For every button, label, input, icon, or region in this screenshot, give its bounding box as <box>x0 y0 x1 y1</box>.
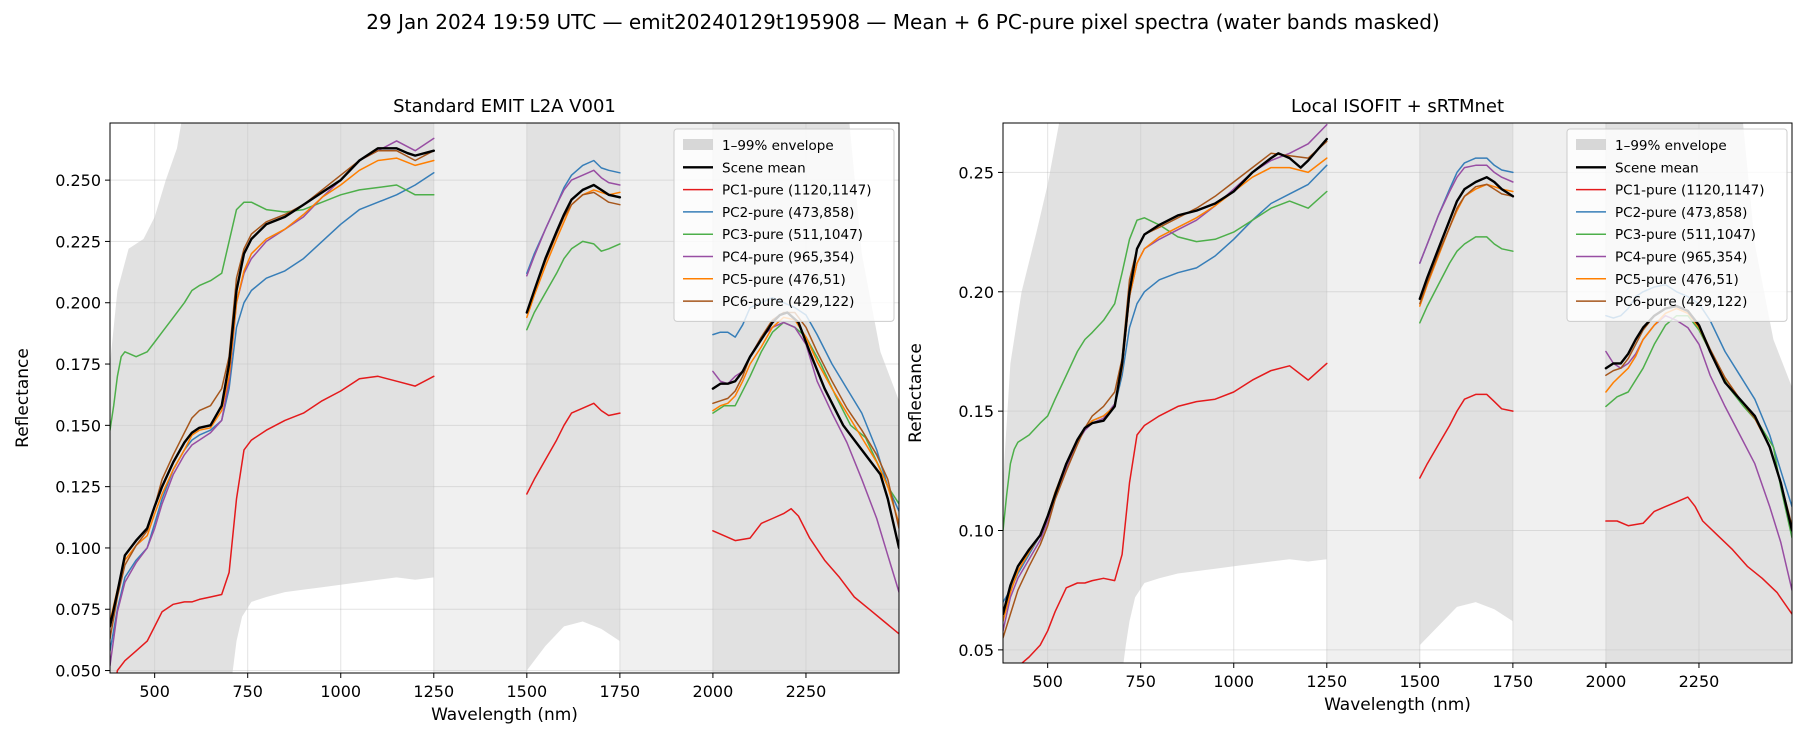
legend-label: PC5-pure (476,51) <box>1615 272 1739 288</box>
legend-label: PC2-pure (473,858) <box>722 205 854 221</box>
x-tick-label: 1750 <box>1493 672 1534 691</box>
legend-label: PC4-pure (965,354) <box>1615 250 1747 266</box>
legend-label: PC4-pure (965,354) <box>722 250 854 266</box>
series-line-segment <box>712 507 899 635</box>
x-tick-label: 1500 <box>1399 672 1440 691</box>
axes-frame <box>1002 122 1793 664</box>
series-line-segment <box>712 321 899 593</box>
legend-box <box>673 128 895 322</box>
axes-frame <box>109 122 900 674</box>
series-line-segment <box>1605 314 1792 539</box>
envelope-area-1 <box>1419 123 1513 646</box>
series-pc1-pure-1120-1147 <box>116 375 899 673</box>
envelope-area-0 <box>110 123 434 673</box>
y-tick-label: 0.125 <box>55 478 101 497</box>
series-line-segment <box>526 240 621 331</box>
legend-label: PC6-pure (429,122) <box>1615 294 1747 310</box>
series-pc3-pure-511-1047 <box>110 184 899 505</box>
legend-label: PC2-pure (473,858) <box>1615 205 1747 221</box>
x-tick-label: 2000 <box>1586 672 1627 691</box>
left-chart-panel: 500 750 1000 1250 1500 1750 2000 2250 0.050 0.075… <box>13 96 900 725</box>
series-line-segment <box>1419 236 1514 324</box>
y-tick-label: 0.050 <box>55 662 101 681</box>
series-line-segment <box>526 402 621 495</box>
series-line-segment <box>1605 314 1792 591</box>
y-tick-label: 0.100 <box>55 539 101 558</box>
envelope-area-0 <box>1003 123 1327 663</box>
series-line-segment <box>1419 183 1514 305</box>
x-tick-label: 500 <box>139 682 170 701</box>
series-line-segment <box>1003 190 1328 532</box>
series-line-segment <box>525 183 622 314</box>
x-tick-label: 750 <box>1125 672 1156 691</box>
legend-swatch-envelope <box>1576 139 1606 150</box>
x-tick-label: 1250 <box>413 682 454 701</box>
y-axis-label: Reflectance <box>13 348 33 448</box>
series-line-segment <box>110 157 435 623</box>
legend-label: Scene mean <box>722 160 806 176</box>
legend: 1–99% envelope Scene mean PC1-pure (1120,1… <box>1566 128 1788 322</box>
series-line-segment <box>1419 393 1514 479</box>
legend-swatch-envelope <box>683 139 713 150</box>
legend-box <box>1566 128 1788 322</box>
series-line-segment <box>1605 496 1792 615</box>
legend-label: 1–99% envelope <box>722 138 834 154</box>
x-tick-label: 500 <box>1032 672 1063 691</box>
legend-label: PC3-pure (511,1047) <box>1615 227 1756 243</box>
envelope-area-1 <box>526 123 620 671</box>
y-tick-label: 0.250 <box>55 171 101 190</box>
chart-title: Local ISOFIT + sRTMnet <box>1291 96 1504 117</box>
y-tick-label: 0.25 <box>958 163 994 182</box>
x-tick-label: 2250 <box>1679 672 1720 691</box>
series-line-segment <box>526 169 621 277</box>
x-tick-label: 1000 <box>320 682 361 701</box>
x-tick-label: 2000 <box>693 682 734 701</box>
masked-band-0 <box>433 123 527 673</box>
y-axis-label: Reflectance <box>906 343 926 443</box>
y-tick-label: 0.15 <box>958 402 994 421</box>
y-tick-label: 0.075 <box>55 600 101 619</box>
x-tick-label: 1750 <box>600 682 641 701</box>
x-axis-label: Wavelength (nm) <box>431 705 578 725</box>
x-axis-label: Wavelength (nm) <box>1324 695 1471 715</box>
legend-label: 1–99% envelope <box>1615 138 1727 154</box>
series-line-segment <box>116 375 435 673</box>
legend: 1–99% envelope Scene mean PC1-pure (1120,1… <box>673 128 895 322</box>
legend-label: PC5-pure (476,51) <box>722 272 846 288</box>
y-tick-label: 0.200 <box>55 294 101 313</box>
legend-label: PC6-pure (429,122) <box>722 294 854 310</box>
masked-band-0 <box>1326 123 1420 663</box>
y-tick-label: 0.10 <box>958 522 994 541</box>
x-tick-label: 750 <box>232 682 263 701</box>
series-line-segment <box>110 147 435 628</box>
y-tick-label: 0.225 <box>55 232 101 251</box>
figure-suptitle: 29 Jan 2024 19:59 UTC — emit20240129t195… <box>366 10 1440 34</box>
x-tick-label: 2250 <box>786 682 827 701</box>
legend-label: PC1-pure (1120,1147) <box>1615 183 1765 199</box>
y-tick-label: 0.150 <box>55 416 101 435</box>
y-tick-label: 0.20 <box>958 283 994 302</box>
series-pc3-pure-511-1047 <box>1003 190 1792 539</box>
series-line-segment <box>1418 176 1515 301</box>
series-line-segment <box>1020 362 1328 663</box>
legend-label: PC3-pure (511,1047) <box>722 227 863 243</box>
legend-label: PC1-pure (1120,1147) <box>722 183 872 199</box>
series-line-segment <box>712 321 899 505</box>
x-tick-label: 1250 <box>1306 672 1347 691</box>
envelope-area-2 <box>712 123 899 673</box>
x-tick-label: 1000 <box>1213 672 1254 691</box>
y-tick-label: 0.05 <box>958 641 994 660</box>
series-line-segment <box>1419 164 1514 264</box>
series-pc1-pure-1120-1147 <box>1020 362 1792 663</box>
y-tick-label: 0.175 <box>55 355 101 374</box>
series-line-segment <box>110 184 435 431</box>
legend-label: Scene mean <box>1615 160 1699 176</box>
x-tick-label: 1500 <box>506 682 547 701</box>
right-chart-panel: 500 750 1000 1250 1500 1750 2000 2250 0.05 0.10 0.… <box>906 96 1793 715</box>
series-line-segment <box>1003 137 1328 616</box>
chart-title: Standard EMIT L2A V001 <box>393 96 616 117</box>
